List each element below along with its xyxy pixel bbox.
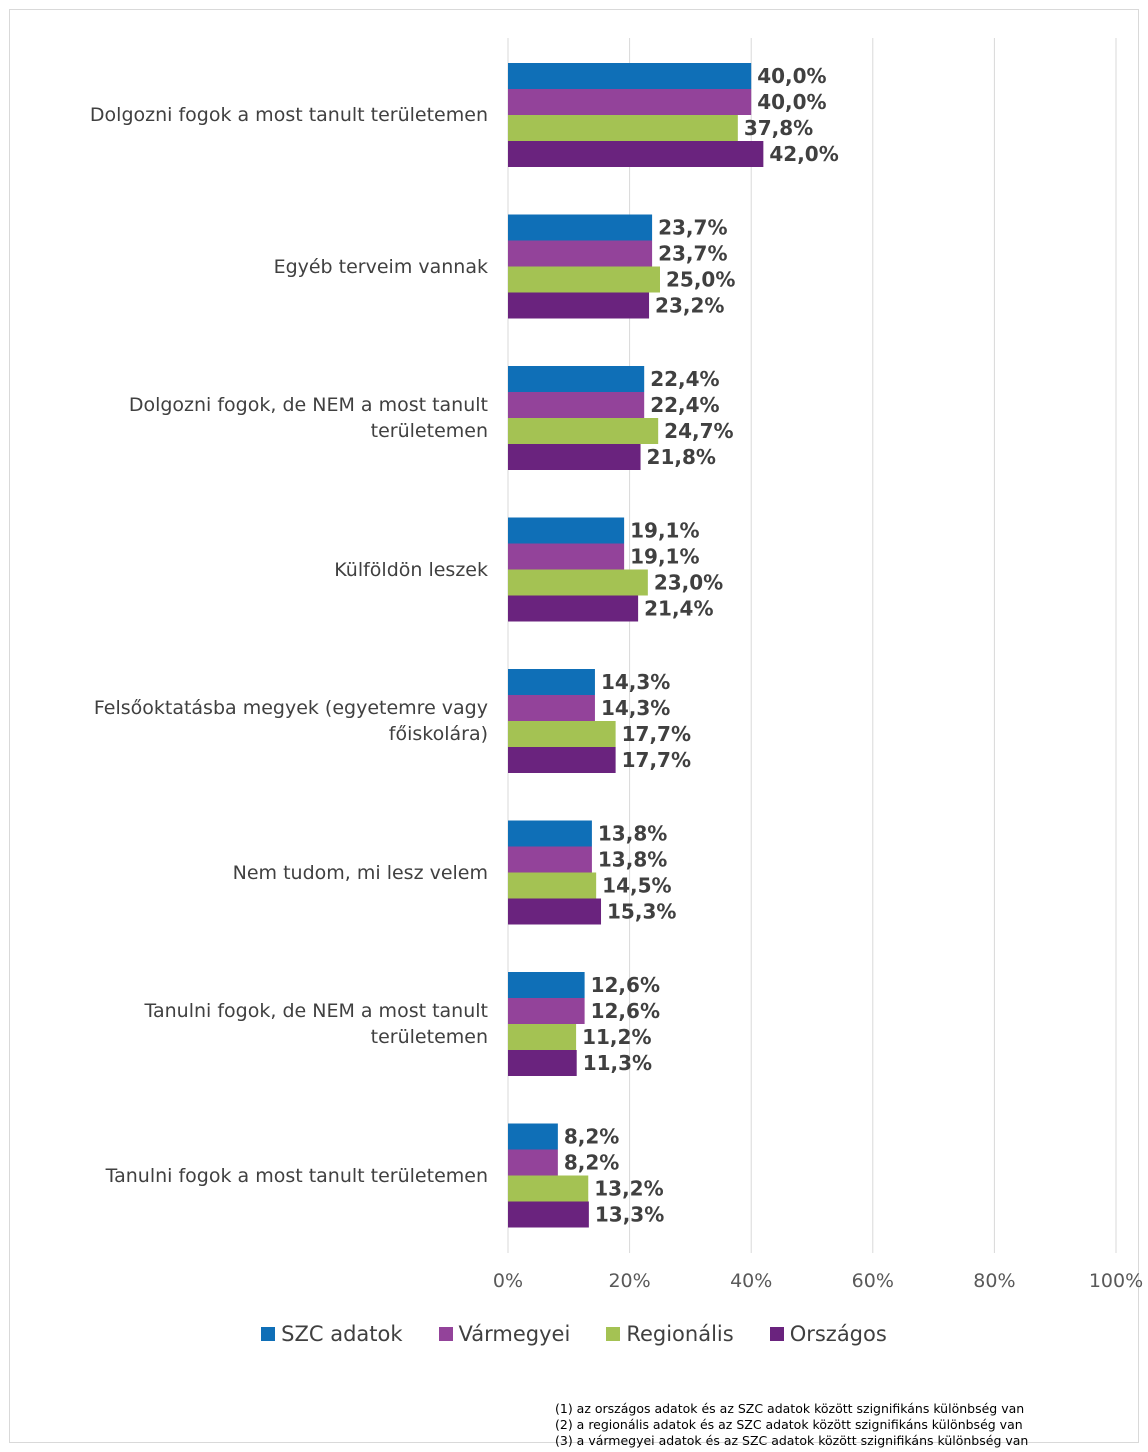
- bar: [508, 972, 585, 998]
- bar: [508, 872, 597, 899]
- legend-swatch: [438, 1327, 453, 1341]
- legend-label: Országos: [789, 1322, 887, 1346]
- bar: [508, 747, 616, 773]
- bar: [508, 240, 653, 267]
- bar: [508, 366, 645, 392]
- data-label: 14,3%: [601, 670, 670, 694]
- legend-label: Regionális: [626, 1322, 734, 1346]
- bar: [508, 392, 645, 418]
- data-label: 17,7%: [622, 748, 691, 772]
- data-label: 11,3%: [583, 1051, 652, 1075]
- bar: [508, 517, 625, 544]
- data-label: 23,0%: [654, 571, 723, 595]
- data-label: 42,0%: [769, 142, 838, 166]
- bar: [508, 595, 639, 622]
- legend-item: SZC adatok: [261, 1322, 403, 1346]
- data-label: 37,8%: [744, 116, 813, 140]
- bar: [508, 1024, 577, 1050]
- data-label: 13,8%: [598, 822, 667, 846]
- data-label: 14,3%: [601, 696, 670, 720]
- data-label: 22,4%: [650, 367, 719, 391]
- footnote: (1) az országos adatok és az SZC adatok …: [555, 1401, 1025, 1416]
- data-label: 13,2%: [594, 1177, 663, 1201]
- data-label: 23,7%: [658, 216, 727, 240]
- data-label: 8,2%: [564, 1125, 619, 1149]
- data-label: 19,1%: [630, 545, 699, 569]
- legend-label: SZC adatok: [281, 1322, 403, 1346]
- data-label: 17,7%: [622, 722, 691, 746]
- category-label: Felsőoktatásba megyek (egyetemre vagy fő…: [93, 697, 488, 745]
- bar: [508, 1201, 589, 1228]
- data-label: 8,2%: [564, 1151, 619, 1175]
- category-label: Dolgozni fogok a most tanult területemen: [89, 104, 488, 126]
- x-tick-label: 60%: [852, 1270, 894, 1292]
- bar: [508, 695, 595, 721]
- legend: SZC adatok Vármegyei Regionális Országos: [0, 1322, 1148, 1346]
- data-label: 13,8%: [598, 848, 667, 872]
- category-label: Tanulni fogok, de NEM a most tanult terü…: [144, 1000, 488, 1048]
- category-label: Nem tudom, mi lesz velem: [232, 861, 488, 884]
- chart-frame: [9, 9, 1139, 1443]
- footnotes: (1) az országos adatok és az SZC adatok …: [555, 1401, 1028, 1449]
- bar: [508, 444, 641, 470]
- bar: [508, 1123, 558, 1150]
- data-label: 12,6%: [591, 999, 660, 1023]
- bar: [508, 669, 595, 695]
- x-tick-label: 0%: [493, 1270, 523, 1292]
- legend-swatch: [261, 1327, 276, 1341]
- bar: [508, 1175, 589, 1202]
- bar: [508, 89, 752, 115]
- data-label: 21,4%: [644, 597, 713, 621]
- x-tick-label: 20%: [608, 1270, 650, 1292]
- data-label: 14,5%: [602, 874, 671, 898]
- bar: [508, 820, 592, 847]
- data-label: 40,0%: [757, 90, 826, 114]
- bar: [508, 569, 648, 596]
- data-label: 23,2%: [655, 294, 724, 318]
- data-label: 25,0%: [666, 268, 735, 292]
- data-label: 21,8%: [647, 445, 716, 469]
- bar: [508, 63, 752, 89]
- legend-item: Regionális: [606, 1322, 734, 1346]
- bar: [508, 141, 764, 167]
- bar: [508, 115, 738, 141]
- bar: [508, 214, 653, 241]
- bar: [508, 266, 660, 293]
- data-label: 11,2%: [582, 1025, 651, 1049]
- data-label: 19,1%: [630, 519, 699, 543]
- legend-label: Vármegyei: [458, 1322, 571, 1346]
- data-label: 13,3%: [595, 1203, 664, 1227]
- legend-item: Országos: [769, 1322, 887, 1346]
- bar: [508, 1149, 558, 1176]
- legend-swatch: [769, 1327, 784, 1341]
- x-tick-label: 80%: [973, 1270, 1015, 1292]
- data-label: 23,7%: [658, 242, 727, 266]
- bar: [508, 418, 659, 444]
- data-label: 12,6%: [591, 973, 660, 997]
- x-tick-label: 40%: [730, 1270, 772, 1292]
- data-label: 15,3%: [607, 900, 676, 924]
- bar: [508, 898, 602, 925]
- bar-chart: 0% 20% 40% 60% 80% 100%40,0%40,0%37,8%42,0%23…: [493, 38, 1143, 1292]
- legend-item: Vármegyei: [438, 1322, 571, 1346]
- category-label: Dolgozni fogok, de NEM a most tanult ter…: [128, 394, 488, 442]
- footnote: (3) a vármegyei adatok és az SZC adatok …: [555, 1433, 1029, 1448]
- legend-swatch: [606, 1327, 621, 1341]
- category-label: Tanulni fogok a most tanult területemen: [105, 1164, 488, 1187]
- footnote: (2) a regionális adatok és az SZC adatok…: [555, 1417, 1023, 1432]
- x-tick-label: 100%: [1089, 1270, 1143, 1292]
- data-label: 22,4%: [650, 393, 719, 417]
- bar: [508, 998, 585, 1024]
- bar: [508, 1050, 577, 1076]
- category-label: Külföldön leszek: [334, 558, 488, 581]
- bar: [508, 543, 625, 570]
- data-label: 24,7%: [664, 419, 733, 443]
- category-label: Egyéb terveim vannak: [273, 255, 488, 278]
- data-label: 40,0%: [757, 64, 826, 88]
- bar: [508, 292, 650, 319]
- bar: [508, 721, 616, 747]
- bar: [508, 846, 592, 873]
